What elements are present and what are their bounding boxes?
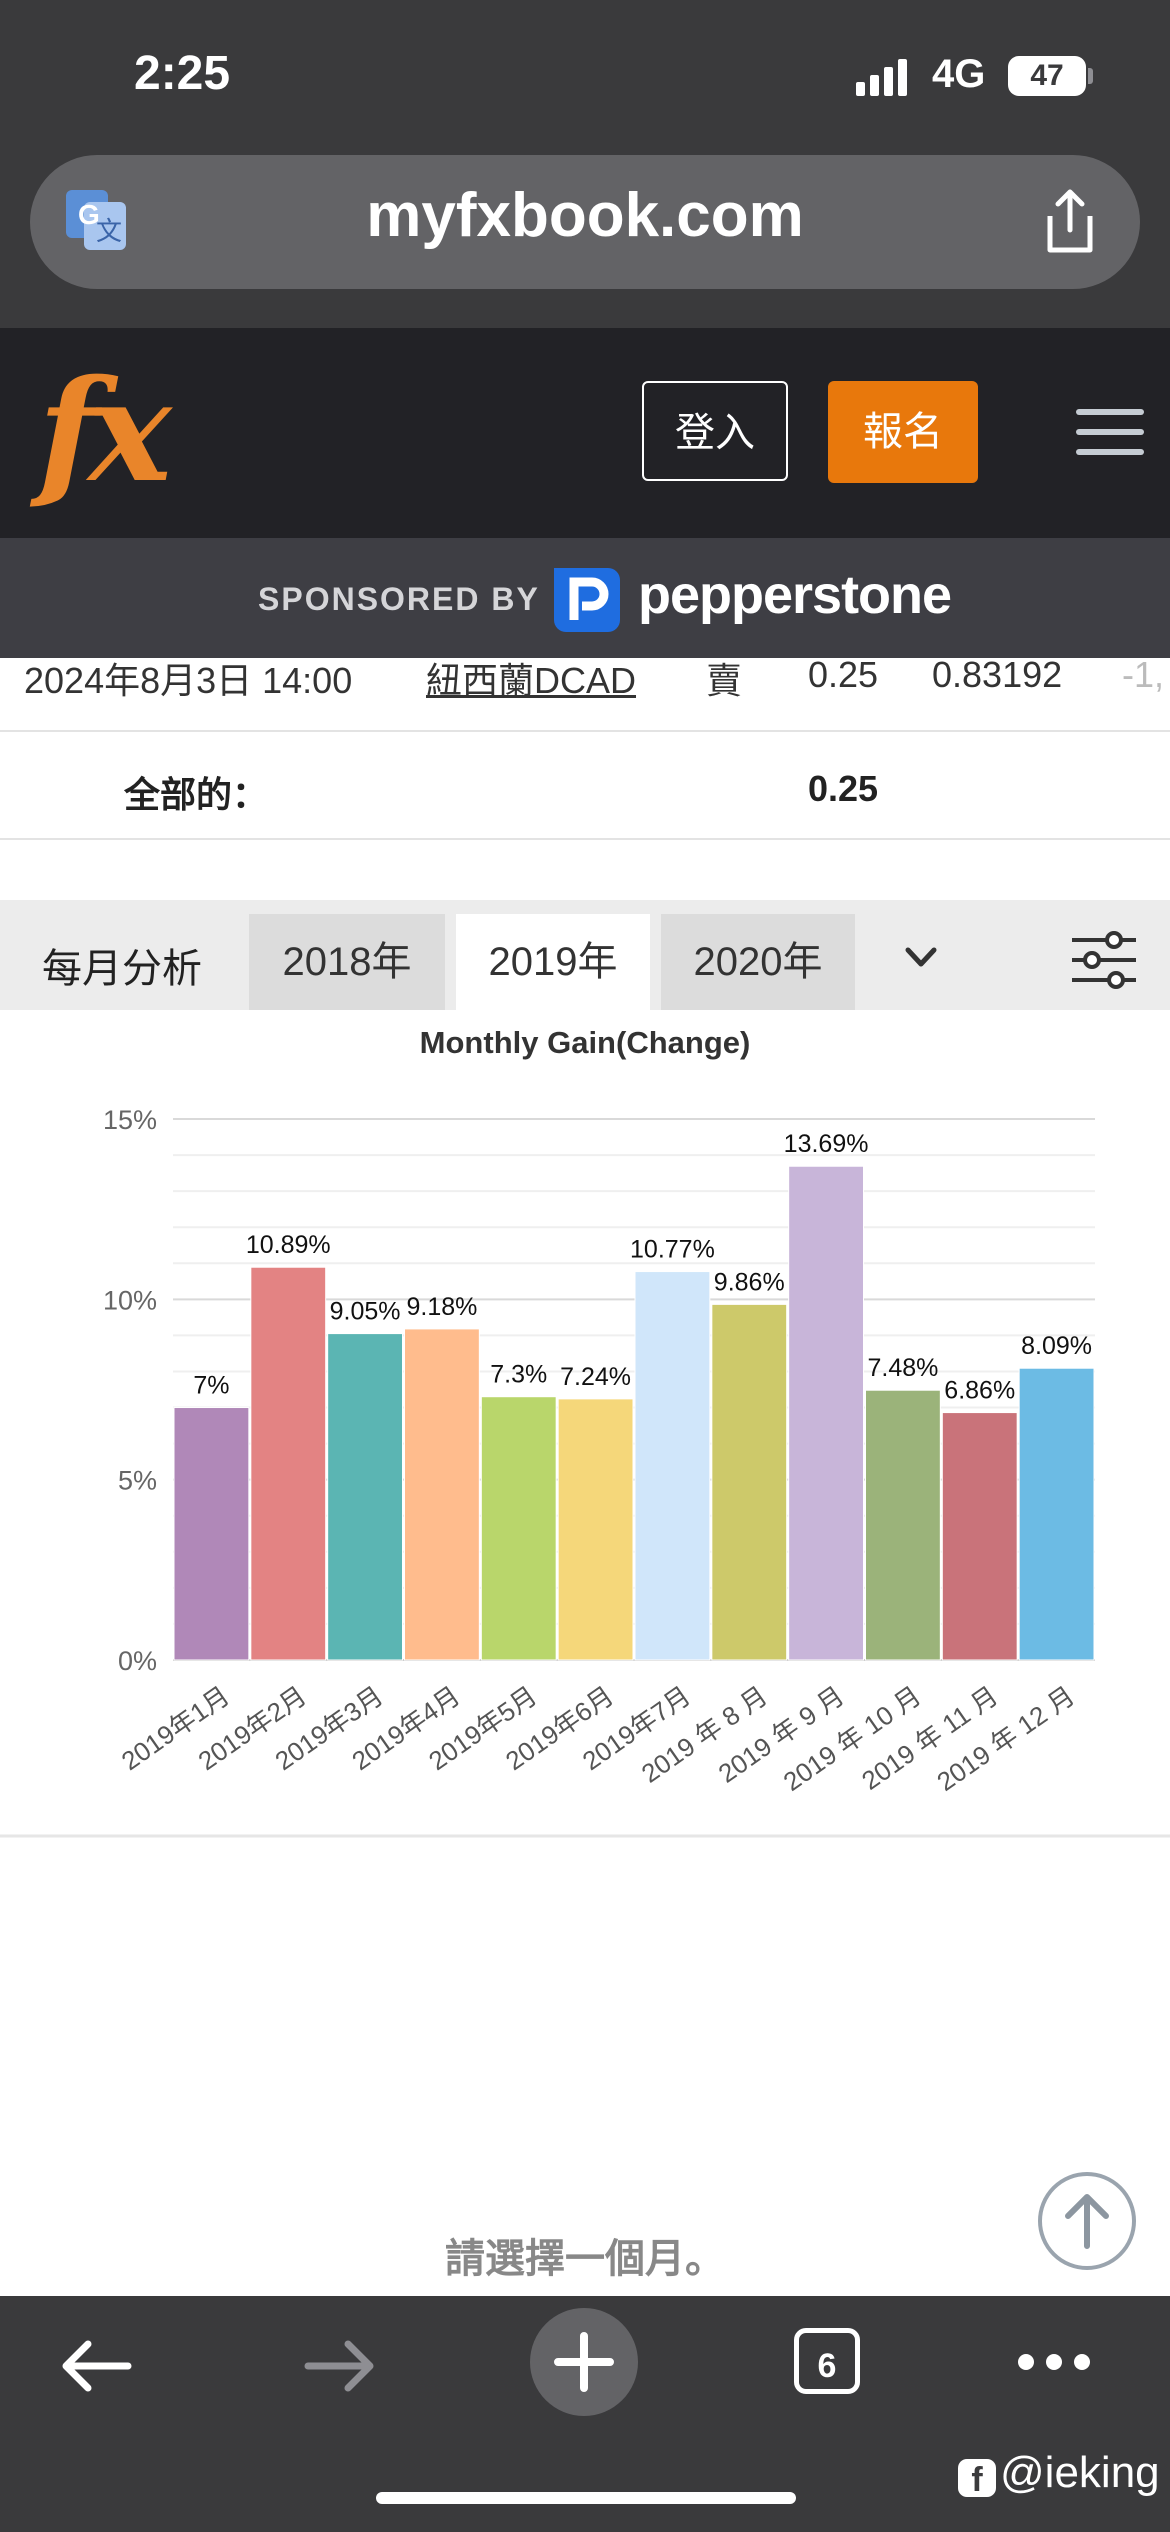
bar-value-label: 10.77% <box>630 1236 715 1264</box>
chart-bar[interactable] <box>404 1328 480 1661</box>
scroll-to-top-button[interactable] <box>1038 2172 1136 2270</box>
trade-symbol-link[interactable]: 紐西蘭DCAD <box>426 660 637 701</box>
url-text[interactable]: myfxbook.com <box>366 181 804 250</box>
forward-arrow-icon[interactable] <box>302 2336 378 2396</box>
chevron-down-icon[interactable] <box>904 946 938 970</box>
chart-bar[interactable] <box>634 1271 711 1661</box>
y-tick-label: 10% <box>103 1285 157 1315</box>
tabs-count-button[interactable]: 6 <box>794 2328 860 2394</box>
chart-title: Monthly Gain(Change) <box>420 1025 751 1060</box>
total-label: 全部的： <box>124 774 269 815</box>
filter-settings-icon[interactable] <box>1070 930 1138 990</box>
y-tick-label: 0% <box>118 1646 157 1676</box>
y-tick-label: 15% <box>103 1105 157 1135</box>
svg-text:文: 文 <box>96 217 122 247</box>
more-options-icon[interactable] <box>1016 2350 1092 2374</box>
battery-tip <box>1088 68 1093 84</box>
bar-value-label: 13.69% <box>784 1130 869 1158</box>
chart-bar[interactable] <box>250 1266 327 1661</box>
login-button[interactable]: 登入 <box>642 381 788 481</box>
bar-value-label: 6.86% <box>944 1377 1015 1405</box>
trade-profit: -1, <box>1122 654 1165 695</box>
total-value: 0.25 <box>808 768 879 809</box>
plus-icon <box>554 2332 614 2392</box>
trade-price: 0.83192 <box>932 654 1063 695</box>
bar-value-label: 7% <box>193 1372 229 1400</box>
monthly-gain-chart: Monthly Gain(Change) 7% 10.89% 9.05% 9.18% 7… <box>0 1025 1170 1838</box>
bar-value-label: 7.24% <box>560 1363 631 1391</box>
trade-lots: 0.25 <box>808 654 879 695</box>
signup-button[interactable]: 報名 <box>828 381 978 483</box>
back-arrow-icon[interactable] <box>58 2336 134 2396</box>
site-header <box>0 328 1170 538</box>
chart-bar[interactable] <box>173 1407 250 1661</box>
battery-icon: 47 <box>1008 56 1086 96</box>
chart-bar[interactable] <box>1018 1367 1095 1661</box>
chart-bar[interactable] <box>788 1165 865 1661</box>
tab-2019[interactable]: 2019年 <box>456 914 650 1010</box>
share-icon[interactable] <box>1040 188 1100 258</box>
watermark: f @ieking <box>958 2448 1160 2499</box>
home-indicator <box>376 2492 796 2504</box>
chart-bar[interactable] <box>711 1303 788 1661</box>
facebook-icon: f <box>958 2459 996 2499</box>
monthly-analysis-title: 每月分析 <box>42 947 202 991</box>
chart-bar[interactable] <box>865 1389 941 1661</box>
url-bar[interactable] <box>30 155 1140 289</box>
bar-value-label: 10.89% <box>246 1231 331 1259</box>
fx-logo[interactable]: fx <box>38 350 172 514</box>
bar-value-label: 8.09% <box>1021 1332 1092 1360</box>
tab-2018[interactable]: 2018年 <box>249 914 445 1010</box>
chart-bar[interactable] <box>941 1412 1018 1661</box>
network-type: 4G <box>932 52 986 96</box>
status-bar <box>0 0 1170 140</box>
bar-value-label: 9.86% <box>714 1268 785 1296</box>
watermark-text: @ieking <box>1000 2448 1160 2497</box>
tab-2020[interactable]: 2020年 <box>661 914 855 1010</box>
signal-icon <box>856 59 907 96</box>
arrow-up-icon <box>1065 2194 1109 2249</box>
chart-bar[interactable] <box>480 1396 557 1661</box>
hamburger-menu-icon[interactable] <box>1076 409 1144 455</box>
y-tick-label: 5% <box>118 1466 157 1496</box>
chart-bar[interactable] <box>557 1398 634 1661</box>
trade-action: 賣 <box>706 660 743 701</box>
chart-bar[interactable] <box>327 1333 403 1661</box>
select-month-hint: 請選擇一個月。 <box>445 2237 725 2281</box>
bar-value-label: 7.3% <box>490 1361 547 1389</box>
trade-date: 2024年8月3日 14:00 <box>24 660 353 701</box>
svg-text:G: G <box>78 199 100 230</box>
sponsor-name: pepperstone <box>638 565 952 625</box>
status-time: 2:25 <box>134 47 231 100</box>
table-row <box>0 658 1170 732</box>
new-tab-button[interactable] <box>530 2308 638 2416</box>
bar-value-label: 9.05% <box>330 1298 401 1326</box>
translate-icon[interactable]: G 文 <box>64 188 128 252</box>
bar-value-label: 7.48% <box>867 1354 938 1382</box>
sponsor-label: SPONSORED BY <box>258 581 540 617</box>
bar-value-label: 9.18% <box>406 1293 477 1321</box>
pepperstone-logo-icon <box>554 568 620 632</box>
total-row <box>0 732 1170 840</box>
